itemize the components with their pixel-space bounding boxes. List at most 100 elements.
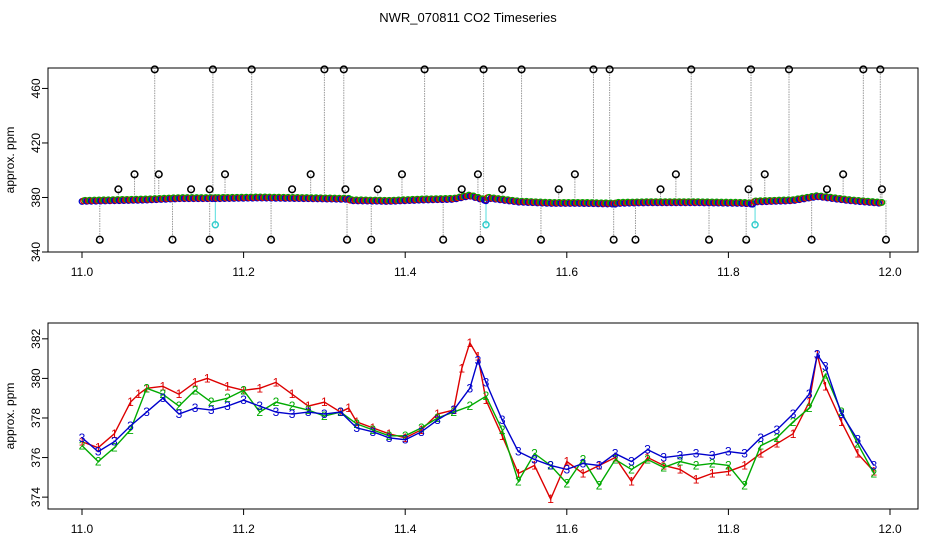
- x-tick-label: 11.8: [717, 265, 740, 279]
- series-3-marker: 3: [127, 419, 134, 433]
- high-spike-point: [687, 65, 696, 74]
- high-spike-point: [150, 65, 159, 74]
- x-tick-label: 11.2: [232, 265, 255, 279]
- bottom-y-axis-label: approx. ppm: [3, 383, 17, 450]
- series-3-marker: 3: [854, 433, 861, 447]
- series-1-marker: 1: [289, 387, 296, 401]
- series-1-marker: 1: [224, 379, 231, 393]
- series-1-marker: 1: [838, 415, 845, 429]
- series-3-marker: 3: [208, 403, 215, 417]
- top-trace-point: [836, 194, 844, 202]
- series-1-marker: 1: [628, 474, 635, 488]
- x-tick-label: 11.8: [717, 522, 740, 536]
- series-2-marker: 2: [499, 423, 506, 437]
- y-tick-label: 340: [29, 242, 43, 262]
- low-spike-point: [704, 235, 714, 244]
- mid-spike-point: [114, 185, 123, 194]
- series-2-marker: 2: [693, 458, 700, 472]
- top-trace-point: [523, 197, 530, 205]
- series-2-marker: 2: [741, 478, 748, 492]
- y-tick-label: 382: [29, 328, 43, 348]
- series-1-line: [81, 341, 875, 501]
- series-2-marker: 2: [159, 387, 166, 401]
- series-3-marker: 3: [256, 399, 263, 413]
- low-spike-point: [342, 235, 352, 244]
- series-1-marker: 1: [345, 401, 352, 415]
- top-y-axis: 340 380 420 460: [29, 78, 48, 262]
- mid-spike-point: [205, 185, 214, 194]
- series-3-marker: 3: [612, 447, 619, 461]
- mid-spike-point: [822, 185, 832, 194]
- series-1-marker: 1: [256, 381, 263, 395]
- series-1-marker: 1: [135, 387, 142, 401]
- series-2-marker: 2: [628, 462, 635, 476]
- series-3-marker: 3: [644, 443, 651, 457]
- series-2-marker: 2: [240, 383, 247, 397]
- low-spike-point: [631, 235, 640, 244]
- series-1-marker: 1: [693, 472, 700, 486]
- series-2-marker: 2: [612, 453, 619, 467]
- series-1-marker: 1: [822, 379, 829, 393]
- series-3-marker: 3: [353, 421, 360, 435]
- low-spike-point: [168, 235, 177, 244]
- series-3-marker: 3: [386, 431, 393, 445]
- series-1-marker: 1: [580, 466, 587, 480]
- series-2-marker: 2: [418, 421, 425, 435]
- x-tick-label: 11.4: [394, 522, 417, 536]
- series-3-marker: 3: [466, 381, 473, 395]
- top-trace-point: [817, 192, 825, 200]
- mid-spike-point: [306, 170, 315, 179]
- series-1-marker: 1: [531, 458, 538, 472]
- top-trace-point: [850, 196, 858, 204]
- top-trace-point: [827, 193, 834, 201]
- top-trace-point: [822, 193, 830, 201]
- low-spike-point: [367, 235, 376, 244]
- high-spike-point: [605, 65, 614, 74]
- top-trace-point: [504, 196, 512, 204]
- top-trace-point: [537, 198, 544, 206]
- series-2-marker: 2: [483, 389, 490, 403]
- series-3-marker: 3: [870, 458, 877, 472]
- series-1-marker: 1: [305, 399, 312, 413]
- mid-spike-point: [373, 185, 382, 194]
- top-trace-point: [873, 198, 881, 206]
- top-trace-point: [878, 198, 886, 206]
- high-spike-point: [784, 65, 794, 74]
- series-3-marker: 3: [95, 445, 102, 459]
- series-3-marker: 3: [838, 407, 845, 421]
- top-trace-point: [855, 196, 863, 204]
- mid-spike-point: [187, 185, 196, 194]
- mid-spike-point: [760, 170, 769, 179]
- series-1-marker: 1: [434, 407, 441, 421]
- high-spike-point: [589, 65, 598, 74]
- series-1-marker: 1: [458, 362, 465, 376]
- top-trace-point: [527, 198, 535, 206]
- series-1-marker: 1: [790, 427, 797, 441]
- y-tick-label: 420: [29, 133, 43, 153]
- series-1-marker: 1: [418, 423, 425, 437]
- high-spike-point: [420, 65, 429, 74]
- series-3-marker: 3: [143, 405, 150, 419]
- mid-spike-point: [744, 185, 753, 194]
- series-1-marker: 1: [483, 393, 490, 407]
- mid-spike-point: [473, 170, 482, 179]
- series-1-marker: 1: [644, 451, 651, 465]
- series-1-marker: 1: [370, 421, 377, 435]
- top-panel: approx. ppm 11.0 11.2 11.4 11.6 11.8 12.0 340…: [3, 65, 919, 279]
- series-3-marker: 3: [580, 456, 587, 470]
- high-spike-point: [247, 65, 256, 74]
- series-1-marker: 1: [192, 375, 199, 389]
- mid-spike-point: [554, 185, 563, 194]
- series-3-marker: 3: [337, 405, 344, 419]
- x-tick-label: 12.0: [878, 522, 902, 536]
- top-trace-point: [509, 196, 516, 204]
- series-2-marker: 2: [660, 460, 667, 474]
- series-3-marker: 3: [677, 449, 684, 463]
- series-3-marker: 3: [450, 403, 457, 417]
- high-spike-point: [746, 65, 756, 74]
- series-3-marker: 3: [418, 425, 425, 439]
- series-2-marker: 2: [870, 466, 877, 480]
- series-1-marker: 1: [854, 447, 861, 461]
- low-spike-point: [742, 235, 751, 244]
